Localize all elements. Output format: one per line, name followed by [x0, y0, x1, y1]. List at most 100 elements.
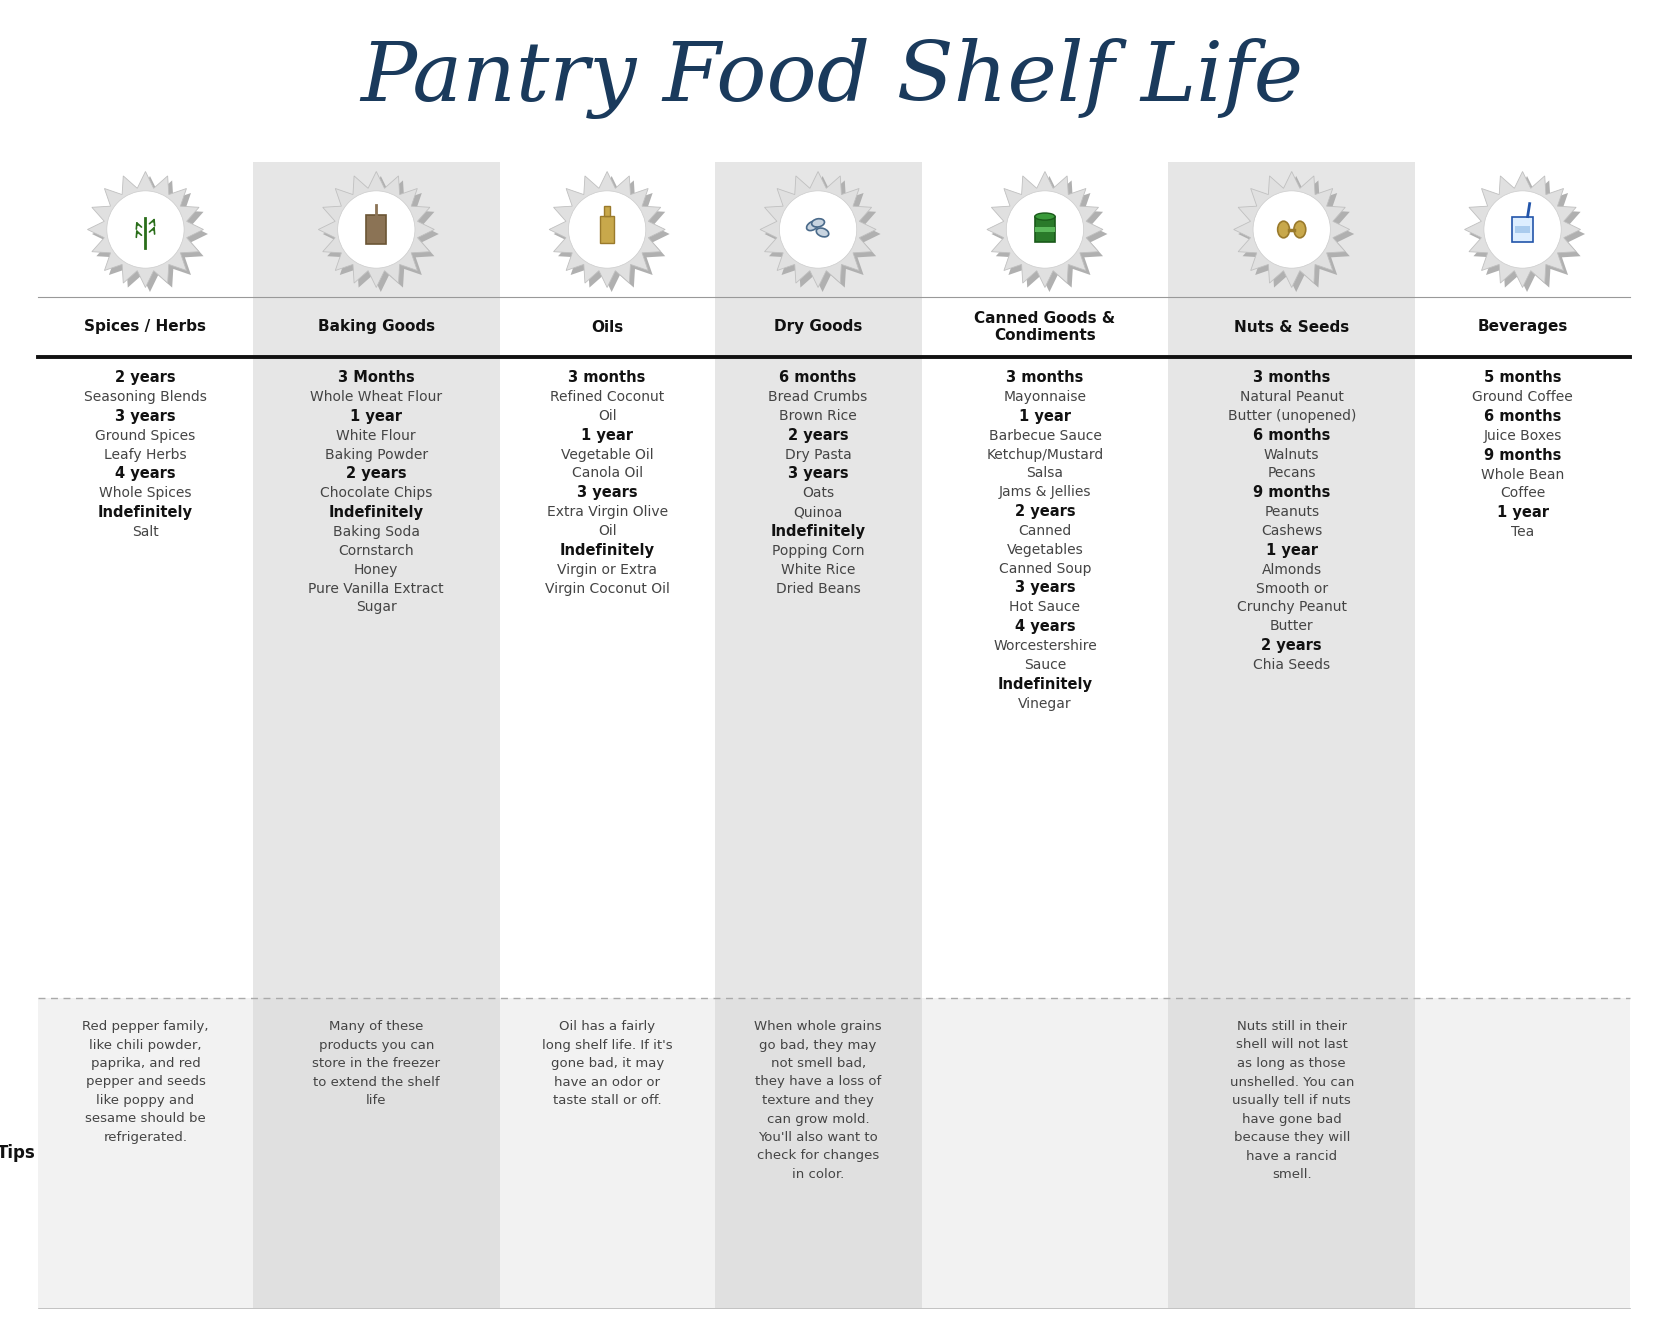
Text: Butter: Butter [1270, 619, 1313, 634]
Text: Jams & Jellies: Jams & Jellies [998, 485, 1092, 499]
Text: Coffee: Coffee [1499, 487, 1546, 500]
Text: Canned: Canned [1018, 524, 1072, 538]
Text: Quinoa: Quinoa [794, 505, 842, 520]
Text: Oats: Oats [802, 487, 834, 500]
Text: Smooth or: Smooth or [1256, 582, 1328, 595]
Text: Butter (unopened): Butter (unopened) [1228, 408, 1356, 423]
Text: Many of these
products you can
store in the freezer
to extend the shelf
life: Many of these products you can store in … [313, 1020, 441, 1107]
Text: 2 years: 2 years [115, 370, 176, 385]
Text: Oil: Oil [597, 524, 616, 538]
Ellipse shape [1035, 213, 1055, 220]
Text: Brown Rice: Brown Rice [779, 408, 857, 423]
Polygon shape [764, 176, 880, 292]
Text: Tips: Tips [0, 1144, 35, 1162]
Text: Salsa: Salsa [1027, 467, 1063, 480]
Bar [253, 162, 499, 1307]
Text: Juice Boxes: Juice Boxes [1483, 428, 1562, 443]
Text: Honey: Honey [354, 562, 398, 577]
Text: 5 months: 5 months [1484, 370, 1561, 385]
Text: Indefinitely: Indefinitely [770, 524, 865, 538]
Text: Almonds: Almonds [1261, 562, 1321, 577]
Polygon shape [987, 171, 1103, 288]
Text: 3 months: 3 months [569, 370, 646, 385]
Polygon shape [992, 176, 1108, 292]
Text: Extra Virgin Olive: Extra Virgin Olive [546, 505, 667, 520]
Text: Pantry Food Shelf Life: Pantry Food Shelf Life [361, 38, 1303, 119]
Bar [714, 162, 922, 1307]
Text: Cashews: Cashews [1261, 524, 1323, 538]
Polygon shape [1233, 171, 1350, 288]
Text: Ground Spices: Ground Spices [95, 428, 196, 443]
Text: Virgin Coconut Oil: Virgin Coconut Oil [544, 582, 669, 595]
Text: Beverages: Beverages [1478, 320, 1567, 334]
Text: Baking Goods: Baking Goods [318, 320, 434, 334]
Text: Popping Corn: Popping Corn [772, 544, 864, 558]
Text: Ketchup/Mustard: Ketchup/Mustard [987, 448, 1103, 461]
Text: 1 year: 1 year [1496, 505, 1549, 520]
Text: Pecans: Pecans [1268, 467, 1316, 480]
Text: Oils: Oils [591, 320, 624, 334]
Text: Baking Powder: Baking Powder [324, 448, 428, 461]
Text: 3 years: 3 years [115, 408, 176, 424]
Text: 3 years: 3 years [577, 485, 637, 500]
Text: Mayonnaise: Mayonnaise [1003, 390, 1087, 404]
Text: Whole Wheat Flour: Whole Wheat Flour [310, 390, 443, 404]
Text: Walnuts: Walnuts [1265, 448, 1320, 461]
Text: 2 years: 2 years [1015, 504, 1075, 518]
Text: Natural Peanut: Natural Peanut [1240, 390, 1343, 404]
Text: Oil has a fairly
long shelf life. If it's
gone bad, it may
have an odor or
taste: Oil has a fairly long shelf life. If it'… [542, 1020, 672, 1107]
Text: 3 Months: 3 Months [338, 370, 414, 385]
Text: Virgin or Extra: Virgin or Extra [557, 562, 657, 577]
Text: 4 years: 4 years [1015, 619, 1075, 634]
Text: 1 year: 1 year [581, 427, 632, 443]
Bar [253, 998, 499, 1307]
Text: Dry Pasta: Dry Pasta [785, 448, 852, 461]
Text: 1 year: 1 year [1266, 542, 1318, 558]
Text: Oil: Oil [597, 408, 616, 423]
Polygon shape [88, 171, 203, 288]
Polygon shape [549, 171, 666, 288]
Text: White Flour: White Flour [336, 428, 416, 443]
Text: Worcestershire: Worcestershire [993, 639, 1097, 654]
Text: Indefinitely: Indefinitely [997, 676, 1093, 692]
Text: Dry Goods: Dry Goods [774, 320, 862, 334]
Polygon shape [318, 171, 434, 288]
Bar [922, 162, 1168, 1307]
Text: Whole Bean: Whole Bean [1481, 468, 1564, 481]
Text: Nuts still in their
shell will not last
as long as those
unshelled. You can
usua: Nuts still in their shell will not last … [1230, 1020, 1354, 1181]
Text: Spices / Herbs: Spices / Herbs [85, 320, 206, 334]
Bar [38, 998, 1631, 1307]
Text: White Rice: White Rice [780, 562, 855, 577]
Text: Vegetables: Vegetables [1007, 542, 1083, 557]
Text: Chocolate Chips: Chocolate Chips [319, 487, 433, 500]
Text: Refined Coconut: Refined Coconut [551, 390, 664, 404]
Bar [499, 162, 714, 1307]
Text: 1 year: 1 year [1018, 408, 1072, 424]
Bar [1168, 998, 1414, 1307]
Bar [1516, 225, 1529, 233]
Text: Seasoning Blends: Seasoning Blends [83, 390, 206, 404]
Polygon shape [1238, 176, 1354, 292]
Text: Sugar: Sugar [356, 601, 396, 614]
Polygon shape [554, 176, 669, 292]
Circle shape [569, 191, 646, 268]
Bar [1168, 162, 1414, 1307]
Circle shape [779, 191, 857, 268]
Text: Red pepper family,
like chili powder,
paprika, and red
pepper and seeds
like pop: Red pepper family, like chili powder, pa… [82, 1020, 208, 1144]
Text: Salt: Salt [131, 525, 158, 540]
Bar [1035, 227, 1055, 232]
Text: Vegetable Oil: Vegetable Oil [561, 448, 654, 461]
Text: Canola Oil: Canola Oil [571, 467, 642, 480]
Text: Indefinitely: Indefinitely [98, 505, 193, 520]
Text: 3 years: 3 years [787, 467, 849, 481]
Text: Crunchy Peanut: Crunchy Peanut [1236, 601, 1346, 614]
Bar [714, 998, 922, 1307]
Bar [1513, 216, 1533, 243]
Text: Bread Crumbs: Bread Crumbs [769, 390, 867, 404]
Ellipse shape [812, 219, 824, 227]
Text: 2 years: 2 years [787, 427, 849, 443]
Text: 2 years: 2 years [346, 467, 406, 481]
Text: Whole Spices: Whole Spices [100, 487, 191, 500]
Ellipse shape [1295, 221, 1306, 237]
Ellipse shape [807, 221, 819, 231]
